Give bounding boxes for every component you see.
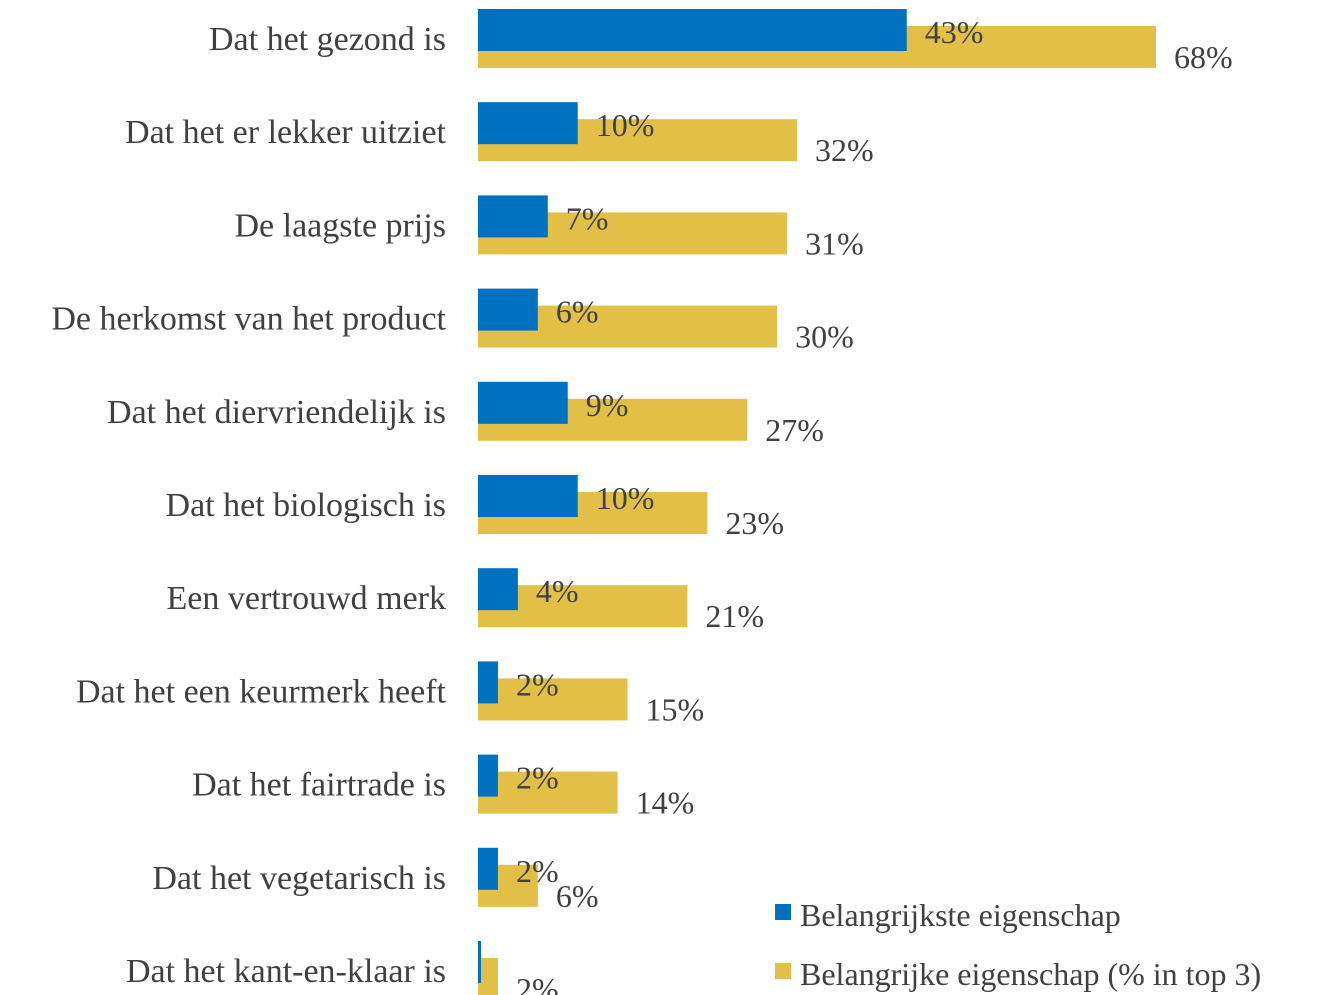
bar-belangrijkste	[478, 102, 578, 145]
legend-swatch-belangrijkste	[775, 904, 791, 920]
bar-belangrijkste	[478, 381, 568, 424]
bar-belangrijkste	[478, 9, 907, 51]
legend-label-belangrijke: Belangrijke eigenschap (% in top 3)	[800, 956, 1261, 992]
legend-label-belangrijkste: Belangrijkste eigenschap	[800, 897, 1121, 933]
value-label-belangrijke: 23%	[725, 505, 784, 541]
value-label-belangrijke: 30%	[795, 319, 854, 355]
bar-belangrijkste	[478, 661, 498, 704]
bar-belangrijkste	[478, 941, 481, 983]
value-label-belangrijke: 15%	[646, 691, 705, 727]
value-label-belangrijkste: 7%	[566, 200, 609, 236]
category-label: Dat het een keurmerk heeft	[76, 673, 447, 710]
bars	[478, 9, 1156, 995]
value-label-belangrijke: 14%	[636, 785, 695, 821]
bar-belangrijke	[478, 678, 628, 721]
value-label-belangrijke: 31%	[805, 225, 864, 261]
category-label: Dat het biologisch is	[166, 487, 446, 524]
value-label-belangrijkste: 2%	[516, 853, 559, 889]
bar-belangrijkste	[478, 754, 498, 797]
category-labels: Dat het gezond is Dat het er lekker uitzi…	[51, 21, 446, 990]
value-label-belangrijkste: 10%	[596, 107, 655, 143]
value-label-belangrijke: 32%	[815, 132, 874, 168]
value-label-belangrijkste: 2%	[516, 666, 559, 702]
bar-belangrijke	[478, 771, 618, 814]
category-label: Dat het kant-en-klaar is	[126, 953, 446, 990]
bar-belangrijkste	[478, 847, 498, 890]
value-label-belangrijkste: 2%	[516, 760, 559, 796]
bar-belangrijkste	[478, 288, 538, 331]
category-label: De laagste prijs	[235, 207, 447, 244]
legend: Belangrijkste eigenschap Belangrijke eig…	[775, 897, 1261, 992]
value-label-belangrijke: 6%	[556, 878, 599, 914]
bar-belangrijkste	[478, 475, 578, 517]
bar-belangrijke	[478, 958, 498, 995]
value-label-belangrijkste: 43%	[925, 14, 984, 50]
value-labels: 43% 68% 10% 32% 7% 31% 6% 30% 9% 27% 10% 23% 4% 21% 2%…	[516, 14, 1233, 995]
value-label-belangrijkste: 4%	[536, 573, 579, 609]
category-label: Dat het vegetarisch is	[152, 860, 446, 897]
category-label: Dat het er lekker uitziet	[125, 114, 447, 151]
category-label: Dat het gezond is	[209, 21, 446, 58]
legend-swatch-belangrijke	[775, 963, 791, 979]
category-label: Een vertrouwd merk	[167, 580, 446, 617]
value-label-belangrijke: 68%	[1174, 39, 1233, 75]
value-label-belangrijke: 27%	[765, 412, 824, 448]
bar-belangrijkste	[478, 195, 548, 238]
value-label-belangrijkste: 10%	[596, 480, 655, 516]
category-label: Dat het fairtrade is	[192, 767, 446, 804]
value-label-belangrijkste: 9%	[586, 387, 629, 423]
value-label-belangrijke: 21%	[705, 598, 764, 634]
category-label: Dat het diervriendelijk is	[107, 394, 446, 431]
value-label-belangrijke: 2%	[516, 971, 559, 995]
value-label-belangrijkste: 6%	[556, 294, 599, 330]
category-label: De herkomst van het product	[51, 301, 446, 338]
bar-belangrijkste	[478, 568, 518, 611]
